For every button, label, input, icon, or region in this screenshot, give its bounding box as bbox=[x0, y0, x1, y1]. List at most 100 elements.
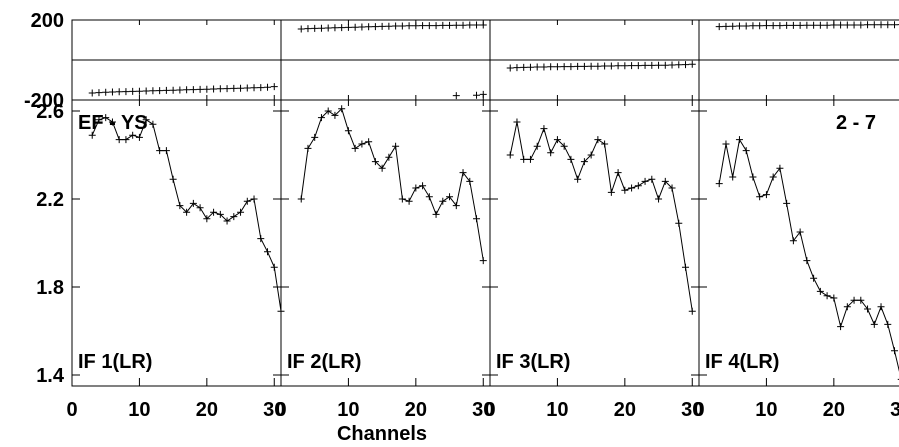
amplitude-point bbox=[621, 186, 629, 194]
amplitude-point bbox=[796, 228, 804, 236]
amplitude-point bbox=[108, 118, 116, 126]
amplitude-point bbox=[358, 140, 366, 148]
x-tick-label: 10 bbox=[337, 399, 359, 421]
phase-point bbox=[682, 61, 690, 69]
baseline-label: EF - YS bbox=[78, 112, 148, 134]
phase-point bbox=[621, 62, 629, 70]
amplitude-point bbox=[176, 202, 184, 210]
phase-point bbox=[365, 23, 373, 31]
phase-point bbox=[196, 85, 204, 93]
amplitude-point bbox=[533, 142, 541, 150]
phase-outlier-point bbox=[473, 91, 481, 99]
amplitude-point bbox=[769, 173, 777, 181]
phase-point bbox=[473, 21, 481, 29]
phase-point bbox=[789, 21, 797, 29]
amplitude-point bbox=[749, 173, 757, 181]
phase-point bbox=[102, 88, 110, 96]
amplitude-point bbox=[156, 147, 164, 155]
amplitude-point bbox=[756, 193, 764, 201]
amplitude-point bbox=[479, 257, 487, 265]
phase-point bbox=[210, 85, 218, 93]
amplitude-point bbox=[715, 180, 723, 188]
phase-point bbox=[392, 22, 400, 30]
phase-point bbox=[850, 21, 858, 29]
amplitude-point bbox=[641, 177, 649, 185]
amplitude-point bbox=[783, 199, 791, 207]
amplitude-point bbox=[864, 305, 872, 313]
amplitude-point bbox=[607, 188, 615, 196]
x-tick-label: 20 bbox=[823, 399, 845, 421]
amplitude-point bbox=[95, 116, 103, 124]
phase-point bbox=[412, 22, 420, 30]
x-tick-label: 30 bbox=[263, 399, 285, 421]
amplitude-point bbox=[830, 294, 838, 302]
amplitude-point bbox=[304, 144, 312, 152]
phase-point bbox=[843, 21, 851, 29]
amplitude-point bbox=[614, 169, 622, 177]
amplitude-point bbox=[823, 292, 831, 300]
amplitude-point bbox=[169, 175, 177, 183]
phase-point bbox=[419, 22, 427, 30]
amplitude-point bbox=[135, 133, 143, 141]
phase-point bbox=[129, 87, 137, 95]
amplitude-point bbox=[580, 158, 588, 166]
amplitude-frame bbox=[71, 99, 899, 387]
phase-tick-label: 200 bbox=[31, 10, 64, 32]
amplitude-point bbox=[628, 184, 636, 192]
phase-point bbox=[149, 87, 157, 95]
phase-point bbox=[796, 21, 804, 29]
phase-point bbox=[162, 86, 170, 94]
x-tick-label: 20 bbox=[196, 399, 218, 421]
amplitude-point bbox=[189, 199, 197, 207]
x-tick-label: 30 bbox=[681, 399, 703, 421]
amplitude-point bbox=[661, 177, 669, 185]
x-tick-label: 20 bbox=[614, 399, 636, 421]
amplitude-point bbox=[473, 215, 481, 223]
phase-point bbox=[122, 88, 130, 96]
amplitude-point bbox=[675, 219, 683, 227]
phase-point bbox=[446, 21, 454, 29]
amplitude-point bbox=[547, 149, 555, 157]
phase-point bbox=[648, 61, 656, 69]
phase-point bbox=[661, 61, 669, 69]
amplitude-point bbox=[891, 347, 899, 355]
amplitude-point bbox=[230, 213, 238, 221]
x-axis-label: Channels bbox=[337, 423, 427, 442]
phase-point bbox=[237, 84, 245, 92]
phase-point bbox=[115, 88, 123, 96]
phase-point bbox=[331, 24, 339, 32]
amplitude-point bbox=[142, 116, 150, 124]
amplitude-point bbox=[385, 153, 393, 161]
amplitude-point bbox=[277, 307, 285, 315]
phase-point bbox=[264, 83, 272, 91]
amplitude-point bbox=[513, 118, 521, 126]
phase-point bbox=[769, 22, 777, 30]
amplitude-point bbox=[270, 263, 278, 271]
amplitude-point bbox=[412, 184, 420, 192]
phase-point bbox=[675, 61, 683, 69]
phase-point bbox=[338, 24, 346, 32]
amplitude-point bbox=[183, 208, 191, 216]
phase-point bbox=[547, 63, 555, 71]
amplitude-point bbox=[816, 287, 824, 295]
phase-outlier-point bbox=[479, 90, 487, 98]
phase-point bbox=[762, 22, 770, 30]
phase-point bbox=[230, 84, 238, 92]
phase-point bbox=[877, 21, 885, 29]
amplitude-point bbox=[446, 193, 454, 201]
amplitude-tick-label: 2.2 bbox=[36, 189, 64, 211]
phase-point bbox=[385, 22, 393, 30]
phase-point bbox=[439, 21, 447, 29]
amplitude-point bbox=[459, 169, 467, 177]
amplitude-point bbox=[88, 131, 96, 139]
amplitude-point bbox=[297, 195, 305, 203]
amplitude-point bbox=[803, 257, 811, 265]
phase-point bbox=[466, 21, 474, 29]
amplitude-point bbox=[210, 208, 218, 216]
phase-point bbox=[830, 21, 838, 29]
phase-point bbox=[183, 86, 191, 94]
amplitude-point bbox=[789, 237, 797, 245]
amplitude-point bbox=[203, 215, 211, 223]
amplitude-point bbox=[371, 158, 379, 166]
